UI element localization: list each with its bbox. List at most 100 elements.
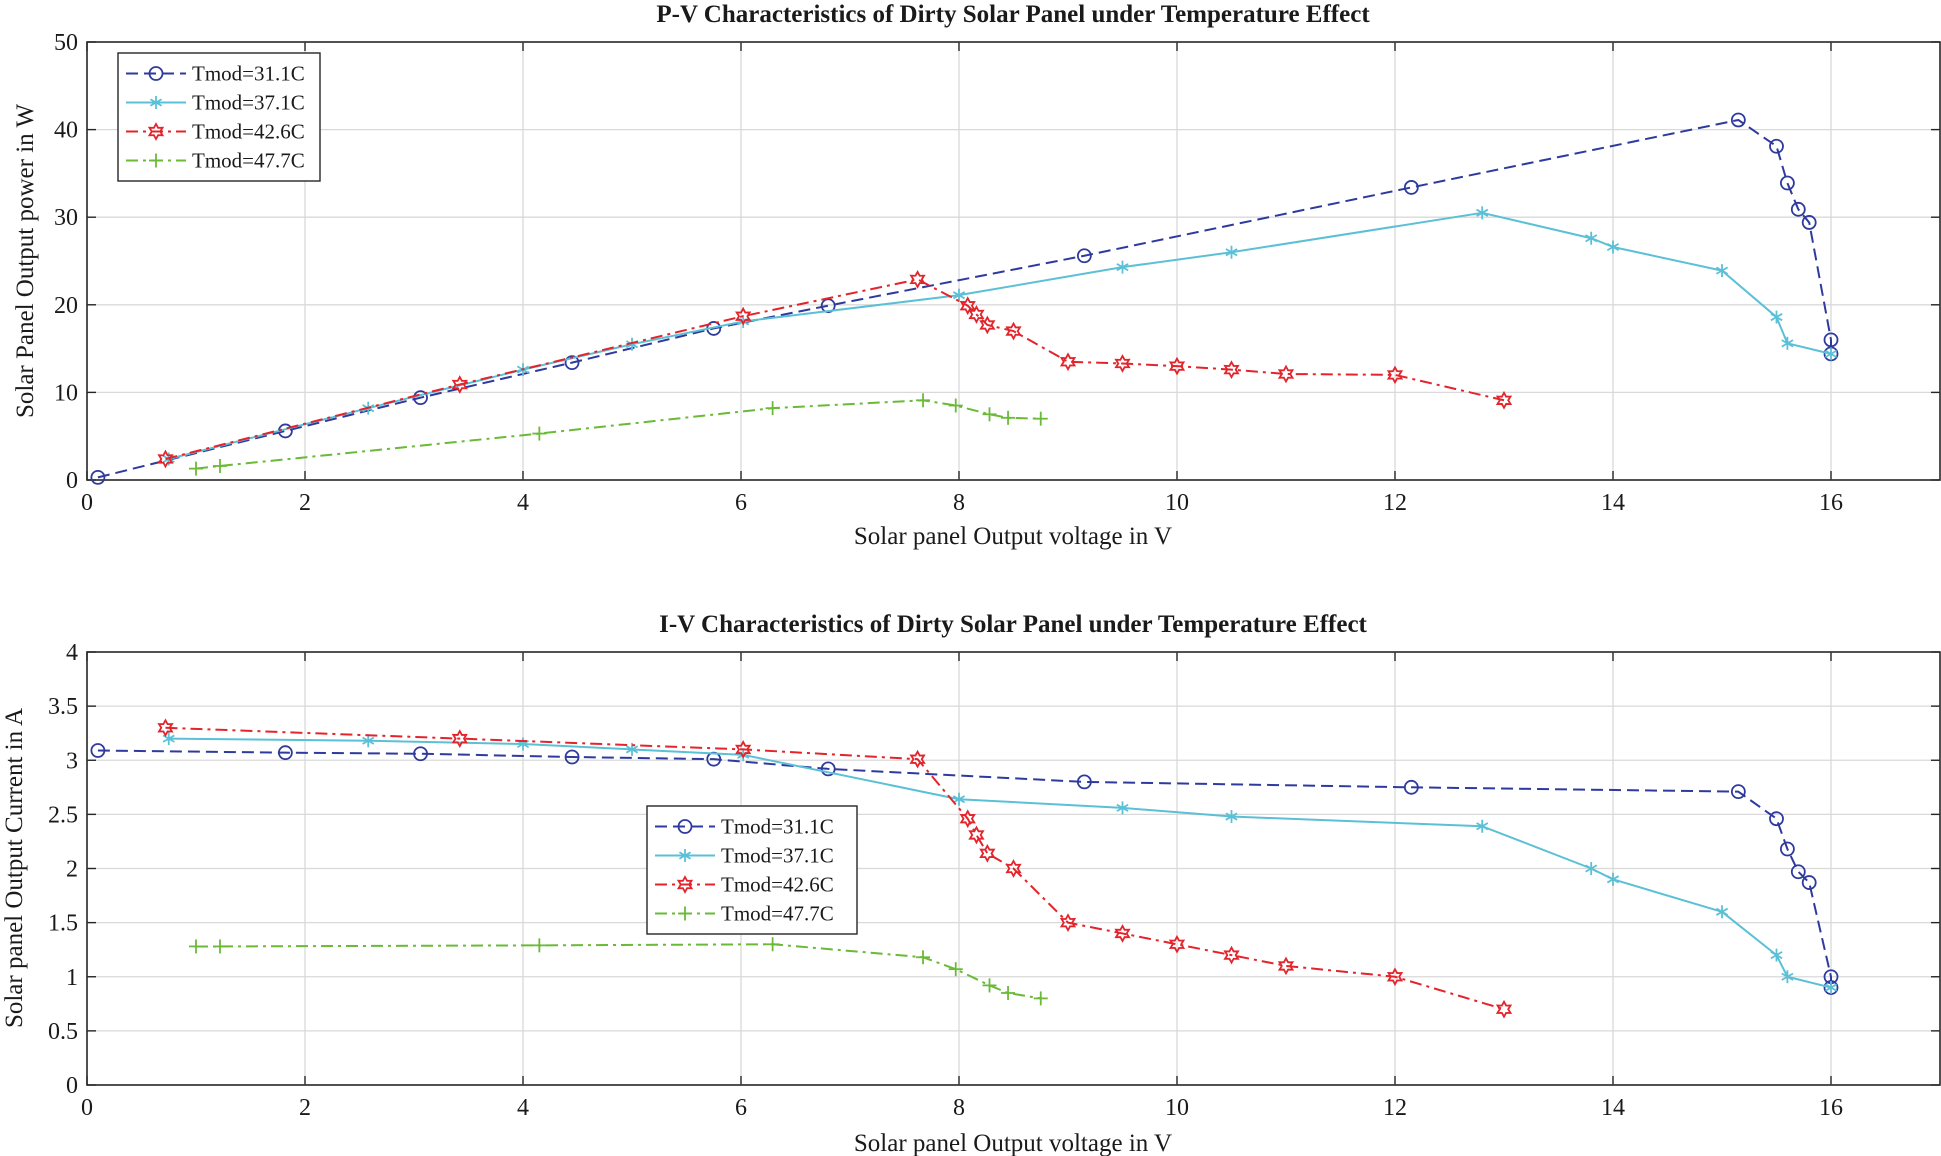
legend-marker bbox=[149, 153, 163, 168]
legend-marker bbox=[149, 96, 163, 109]
y-tick-label: 10 bbox=[54, 380, 78, 406]
pv-series bbox=[90, 112, 1839, 485]
data-point bbox=[1781, 970, 1794, 984]
legend-entry: Tmod=42.6C bbox=[126, 120, 305, 144]
x-tick-label: 6 bbox=[735, 490, 747, 516]
pv-chart-title: P-V Characteristics of Dirty Solar Panel… bbox=[656, 1, 1370, 28]
data-point bbox=[1033, 411, 1048, 426]
data-point bbox=[1790, 864, 1806, 880]
data-point bbox=[1168, 934, 1186, 954]
data-point bbox=[1223, 945, 1240, 965]
data-point bbox=[1403, 180, 1419, 195]
data-point bbox=[162, 732, 175, 746]
y-tick-label: 0.5 bbox=[48, 1019, 78, 1045]
data-point bbox=[212, 939, 227, 954]
y-tick-label: 2 bbox=[66, 857, 78, 883]
data-point bbox=[1059, 913, 1077, 933]
data-point bbox=[1780, 841, 1795, 857]
data-point bbox=[916, 393, 931, 408]
data-point bbox=[90, 743, 106, 758]
legend-entry: Tmod=31.1C bbox=[126, 62, 305, 86]
data-point bbox=[968, 305, 985, 324]
data-point bbox=[1225, 810, 1238, 824]
pv-ticks: 0 2 4 6 8 10 12 14 16 0 10 20 30 40 50 bbox=[54, 30, 1940, 516]
legend-label: Tmod=47.7C bbox=[192, 149, 305, 173]
data-point bbox=[1715, 264, 1729, 278]
legend-entry: Tmod=37.1C bbox=[126, 91, 305, 115]
data-point bbox=[1059, 352, 1077, 372]
data-point bbox=[979, 843, 996, 863]
data-point bbox=[952, 792, 966, 806]
data-point bbox=[212, 458, 227, 473]
legend-entry: Tmod=31.1C bbox=[655, 815, 834, 839]
legend-entry: Tmod=47.7C bbox=[126, 149, 305, 173]
y-tick-label: 40 bbox=[54, 118, 78, 144]
legend-entry: Tmod=37.1C bbox=[655, 844, 834, 868]
data-point bbox=[820, 761, 836, 777]
x-tick-label: 14 bbox=[1601, 490, 1625, 516]
legend-marker bbox=[677, 819, 693, 834]
x-tick-label: 0 bbox=[81, 490, 93, 516]
data-point bbox=[1001, 410, 1016, 425]
data-point bbox=[1495, 390, 1513, 410]
data-point bbox=[1585, 862, 1598, 875]
y-tick-label: 30 bbox=[54, 205, 78, 231]
series-Tmod=31.1C bbox=[90, 112, 1839, 485]
legend-label: Tmod=37.1C bbox=[721, 844, 834, 868]
iv-y-axis-label: Solar panel Output Current in A bbox=[1, 708, 28, 1028]
x-tick-label: 2 bbox=[299, 490, 311, 516]
data-point bbox=[1770, 948, 1783, 962]
data-point bbox=[451, 375, 468, 394]
y-tick-label: 1 bbox=[66, 965, 78, 991]
legend-marker bbox=[678, 849, 692, 862]
data-point bbox=[1005, 321, 1022, 341]
iv-legend: Tmod=31.1C Tmod=37.1C Tmod=42.6C Tmod=47.7C bbox=[646, 805, 858, 935]
data-point bbox=[1770, 310, 1783, 324]
data-point bbox=[1076, 774, 1092, 790]
data-point bbox=[765, 401, 780, 416]
legend-label: Tmod=42.6C bbox=[192, 120, 305, 144]
y-tick-label: 3 bbox=[66, 748, 78, 774]
data-point bbox=[959, 296, 976, 316]
data-point bbox=[948, 398, 963, 413]
data-point bbox=[277, 745, 293, 761]
data-point bbox=[735, 740, 752, 759]
series-Tmod=47.7C bbox=[189, 393, 1048, 476]
x-tick-label: 14 bbox=[1601, 1095, 1625, 1121]
data-point bbox=[1801, 215, 1817, 230]
legend-label: Tmod=42.6C bbox=[721, 873, 834, 897]
data-point bbox=[1114, 924, 1131, 943]
data-point bbox=[564, 355, 580, 371]
data-point bbox=[1223, 360, 1240, 380]
data-point bbox=[1403, 779, 1419, 795]
data-point bbox=[1225, 245, 1238, 259]
iv-series bbox=[90, 718, 1839, 1019]
data-point bbox=[916, 950, 931, 965]
data-point bbox=[1116, 260, 1129, 274]
data-point bbox=[1781, 336, 1794, 350]
data-point bbox=[1769, 138, 1784, 154]
legend-label: Tmod=37.1C bbox=[192, 91, 305, 115]
x-tick-label: 12 bbox=[1383, 1095, 1407, 1121]
y-tick-label: 2.5 bbox=[48, 802, 78, 828]
legend-marker bbox=[147, 122, 165, 141]
data-point bbox=[532, 938, 547, 953]
data-point bbox=[1824, 981, 1838, 995]
data-point bbox=[1114, 354, 1131, 373]
data-point bbox=[909, 749, 926, 769]
data-point bbox=[90, 469, 106, 485]
data-point bbox=[1823, 332, 1839, 348]
data-point bbox=[189, 461, 203, 476]
data-point bbox=[948, 962, 963, 977]
x-tick-label: 0 bbox=[81, 1095, 93, 1121]
data-point bbox=[952, 288, 966, 302]
x-tick-label: 8 bbox=[953, 1095, 965, 1121]
data-point bbox=[1780, 175, 1795, 191]
x-tick-label: 4 bbox=[517, 490, 529, 516]
data-point bbox=[909, 270, 926, 289]
data-point bbox=[1116, 801, 1129, 815]
series-line bbox=[165, 726, 1505, 1011]
iv-x-axis-label: Solar panel Output voltage in V bbox=[854, 1130, 1172, 1156]
data-point bbox=[979, 315, 996, 335]
data-point bbox=[1730, 784, 1746, 800]
